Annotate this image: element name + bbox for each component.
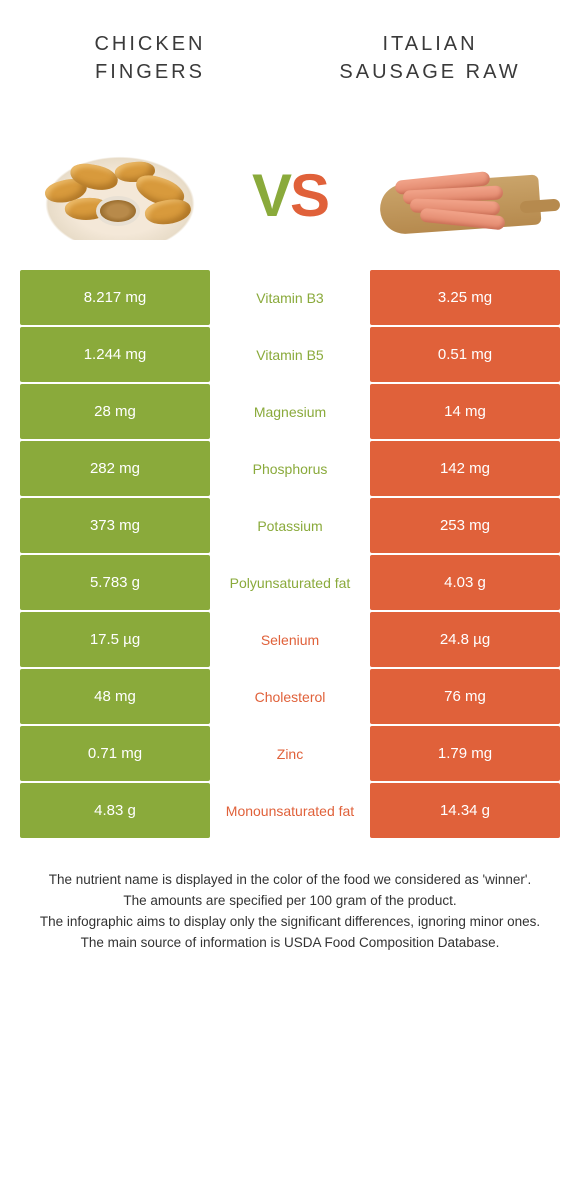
left-value-cell: 17.5 µg [20,612,210,667]
nutrient-label: Selenium [210,612,370,667]
vs-s-letter: S [290,162,328,229]
right-value-cell: 14 mg [370,384,560,439]
vs-v-letter: V [252,162,290,229]
table-row: 48 mgCholesterol76 mg [20,669,560,724]
footer-line: The main source of information is USDA F… [30,933,550,954]
right-value-cell: 4.03 g [370,555,560,610]
footer-line: The infographic aims to display only the… [30,912,550,933]
right-value-cell: 1.79 mg [370,726,560,781]
table-row: 5.783 gPolyunsaturated fat4.03 g [20,555,560,610]
left-value-cell: 4.83 g [20,783,210,838]
right-value-cell: 3.25 mg [370,270,560,325]
nutrient-label: Cholesterol [210,669,370,724]
table-row: 4.83 gMonounsaturated fat14.34 g [20,783,560,838]
nutrient-label: Vitamin B5 [210,327,370,382]
table-row: 0.71 mgZinc1.79 mg [20,726,560,781]
vs-label: VS [252,161,328,230]
left-value-cell: 282 mg [20,441,210,496]
header: CHICKEN FINGERS ITALIAN SAUSAGE RAW [0,0,580,130]
left-value-cell: 373 mg [20,498,210,553]
table-row: 8.217 mgVitamin B33.25 mg [20,270,560,325]
left-food-title: CHICKEN FINGERS [50,30,250,130]
nutrient-label: Magnesium [210,384,370,439]
chicken-fingers-icon [35,150,205,240]
table-row: 373 mgPotassium253 mg [20,498,560,553]
comparison-table: 8.217 mgVitamin B33.25 mg1.244 mgVitamin… [0,270,580,840]
left-value-cell: 8.217 mg [20,270,210,325]
left-value-cell: 1.244 mg [20,327,210,382]
footer-line: The amounts are specified per 100 gram o… [30,891,550,912]
right-food-image [370,145,550,245]
nutrient-label: Phosphorus [210,441,370,496]
right-value-cell: 253 mg [370,498,560,553]
footer-notes: The nutrient name is displayed in the co… [0,840,580,954]
left-value-cell: 28 mg [20,384,210,439]
footer-line: The nutrient name is displayed in the co… [30,870,550,891]
table-row: 282 mgPhosphorus142 mg [20,441,560,496]
nutrient-label: Zinc [210,726,370,781]
left-value-cell: 0.71 mg [20,726,210,781]
nutrient-label: Vitamin B3 [210,270,370,325]
nutrient-label: Polyunsaturated fat [210,555,370,610]
table-row: 1.244 mgVitamin B50.51 mg [20,327,560,382]
right-value-cell: 14.34 g [370,783,560,838]
left-value-cell: 48 mg [20,669,210,724]
images-row: VS [0,130,580,270]
nutrient-label: Potassium [210,498,370,553]
left-value-cell: 5.783 g [20,555,210,610]
table-row: 17.5 µgSelenium24.8 µg [20,612,560,667]
right-value-cell: 142 mg [370,441,560,496]
nutrient-label: Monounsaturated fat [210,783,370,838]
left-food-image [30,145,210,245]
table-row: 28 mgMagnesium14 mg [20,384,560,439]
right-value-cell: 0.51 mg [370,327,560,382]
sausage-icon [375,150,545,240]
right-food-title: ITALIAN SAUSAGE RAW [330,30,530,130]
right-value-cell: 76 mg [370,669,560,724]
right-value-cell: 24.8 µg [370,612,560,667]
